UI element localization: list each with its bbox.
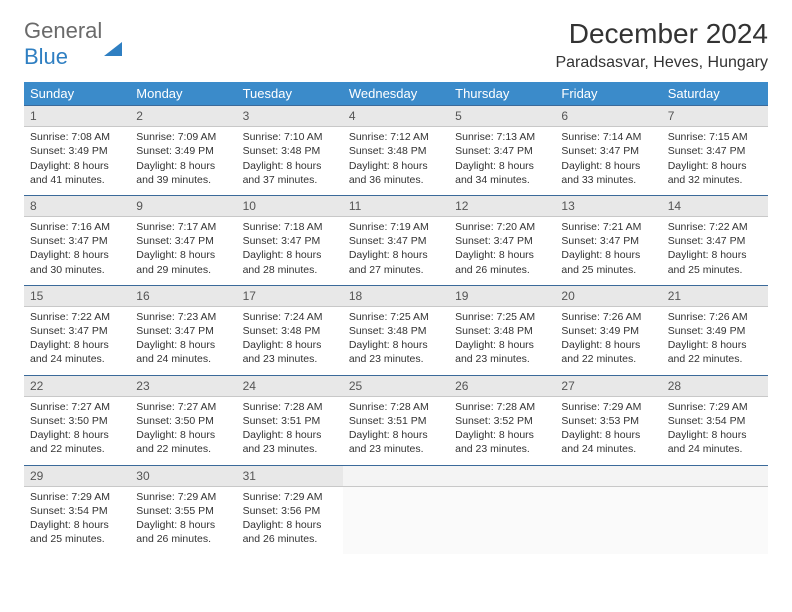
day-data-cell: Sunrise: 7:28 AMSunset: 3:51 PMDaylight:… [343,396,449,465]
day-number-row: 1234567 [24,106,768,127]
logo-triangle-icon [104,25,122,56]
logo: General Blue [24,18,122,70]
day-number-cell: 6 [555,106,661,127]
day-data-cell [449,486,555,554]
day-data-row: Sunrise: 7:22 AMSunset: 3:47 PMDaylight:… [24,306,768,375]
day-number-cell: 8 [24,195,130,216]
day-number-cell: 31 [237,465,343,486]
day-data-cell: Sunrise: 7:29 AMSunset: 3:54 PMDaylight:… [662,396,768,465]
day-header: Thursday [449,82,555,106]
day-number-cell: 23 [130,375,236,396]
day-number-cell [449,465,555,486]
day-data-cell [662,486,768,554]
logo-word-2: Blue [24,44,68,69]
day-number-cell: 24 [237,375,343,396]
day-data-row: Sunrise: 7:29 AMSunset: 3:54 PMDaylight:… [24,486,768,554]
day-data-cell: Sunrise: 7:12 AMSunset: 3:48 PMDaylight:… [343,127,449,196]
day-number-cell: 17 [237,285,343,306]
day-number-cell: 19 [449,285,555,306]
day-number-cell: 4 [343,106,449,127]
day-header: Friday [555,82,661,106]
day-number-cell: 7 [662,106,768,127]
day-data-cell: Sunrise: 7:14 AMSunset: 3:47 PMDaylight:… [555,127,661,196]
day-data-cell: Sunrise: 7:23 AMSunset: 3:47 PMDaylight:… [130,306,236,375]
month-title: December 2024 [555,18,768,50]
day-number-cell: 18 [343,285,449,306]
day-data-cell: Sunrise: 7:18 AMSunset: 3:47 PMDaylight:… [237,217,343,286]
day-number-cell: 26 [449,375,555,396]
day-number-row: 15161718192021 [24,285,768,306]
day-data-cell: Sunrise: 7:22 AMSunset: 3:47 PMDaylight:… [662,217,768,286]
day-data-row: Sunrise: 7:27 AMSunset: 3:50 PMDaylight:… [24,396,768,465]
day-number-row: 293031 [24,465,768,486]
day-data-cell: Sunrise: 7:25 AMSunset: 3:48 PMDaylight:… [343,306,449,375]
day-number-cell: 9 [130,195,236,216]
day-number-cell: 27 [555,375,661,396]
day-data-cell: Sunrise: 7:16 AMSunset: 3:47 PMDaylight:… [24,217,130,286]
location: Paradsasvar, Heves, Hungary [555,54,768,72]
day-number-cell [662,465,768,486]
day-data-cell: Sunrise: 7:17 AMSunset: 3:47 PMDaylight:… [130,217,236,286]
day-data-row: Sunrise: 7:16 AMSunset: 3:47 PMDaylight:… [24,217,768,286]
day-data-cell: Sunrise: 7:08 AMSunset: 3:49 PMDaylight:… [24,127,130,196]
day-number-cell: 14 [662,195,768,216]
calendar-table: SundayMondayTuesdayWednesdayThursdayFrid… [24,82,768,554]
day-number-row: 22232425262728 [24,375,768,396]
logo-text: General Blue [24,18,122,70]
day-data-cell: Sunrise: 7:13 AMSunset: 3:47 PMDaylight:… [449,127,555,196]
day-number-cell: 5 [449,106,555,127]
day-data-cell [343,486,449,554]
day-data-cell: Sunrise: 7:25 AMSunset: 3:48 PMDaylight:… [449,306,555,375]
day-data-cell: Sunrise: 7:10 AMSunset: 3:48 PMDaylight:… [237,127,343,196]
day-data-cell [555,486,661,554]
day-number-cell: 20 [555,285,661,306]
day-data-cell: Sunrise: 7:28 AMSunset: 3:51 PMDaylight:… [237,396,343,465]
day-number-cell: 1 [24,106,130,127]
day-data-cell: Sunrise: 7:24 AMSunset: 3:48 PMDaylight:… [237,306,343,375]
day-number-cell: 11 [343,195,449,216]
day-number-cell: 10 [237,195,343,216]
day-data-cell: Sunrise: 7:29 AMSunset: 3:54 PMDaylight:… [24,486,130,554]
day-data-cell: Sunrise: 7:29 AMSunset: 3:53 PMDaylight:… [555,396,661,465]
day-number-cell: 29 [24,465,130,486]
day-data-cell: Sunrise: 7:15 AMSunset: 3:47 PMDaylight:… [662,127,768,196]
day-data-cell: Sunrise: 7:29 AMSunset: 3:55 PMDaylight:… [130,486,236,554]
day-data-cell: Sunrise: 7:21 AMSunset: 3:47 PMDaylight:… [555,217,661,286]
day-number-cell: 12 [449,195,555,216]
day-data-cell: Sunrise: 7:20 AMSunset: 3:47 PMDaylight:… [449,217,555,286]
day-header-row: SundayMondayTuesdayWednesdayThursdayFrid… [24,82,768,106]
day-data-cell: Sunrise: 7:26 AMSunset: 3:49 PMDaylight:… [555,306,661,375]
day-data-cell: Sunrise: 7:09 AMSunset: 3:49 PMDaylight:… [130,127,236,196]
day-number-cell: 2 [130,106,236,127]
day-number-cell: 3 [237,106,343,127]
day-data-cell: Sunrise: 7:27 AMSunset: 3:50 PMDaylight:… [130,396,236,465]
day-data-cell: Sunrise: 7:28 AMSunset: 3:52 PMDaylight:… [449,396,555,465]
day-data-cell: Sunrise: 7:19 AMSunset: 3:47 PMDaylight:… [343,217,449,286]
day-data-cell: Sunrise: 7:27 AMSunset: 3:50 PMDaylight:… [24,396,130,465]
day-number-cell [343,465,449,486]
day-data-cell: Sunrise: 7:26 AMSunset: 3:49 PMDaylight:… [662,306,768,375]
day-data-cell: Sunrise: 7:22 AMSunset: 3:47 PMDaylight:… [24,306,130,375]
day-number-cell: 21 [662,285,768,306]
day-number-cell: 30 [130,465,236,486]
header: General Blue December 2024 Paradsasvar, … [24,18,768,72]
day-data-cell: Sunrise: 7:29 AMSunset: 3:56 PMDaylight:… [237,486,343,554]
day-data-row: Sunrise: 7:08 AMSunset: 3:49 PMDaylight:… [24,127,768,196]
day-header: Saturday [662,82,768,106]
day-number-cell: 28 [662,375,768,396]
day-number-cell: 22 [24,375,130,396]
day-header: Tuesday [237,82,343,106]
day-number-cell: 13 [555,195,661,216]
day-number-cell: 15 [24,285,130,306]
day-header: Monday [130,82,236,106]
day-number-row: 891011121314 [24,195,768,216]
day-number-cell: 16 [130,285,236,306]
day-header: Sunday [24,82,130,106]
day-number-cell: 25 [343,375,449,396]
day-header: Wednesday [343,82,449,106]
title-block: December 2024 Paradsasvar, Heves, Hungar… [555,18,768,72]
logo-word-1: General [24,18,102,43]
day-number-cell [555,465,661,486]
